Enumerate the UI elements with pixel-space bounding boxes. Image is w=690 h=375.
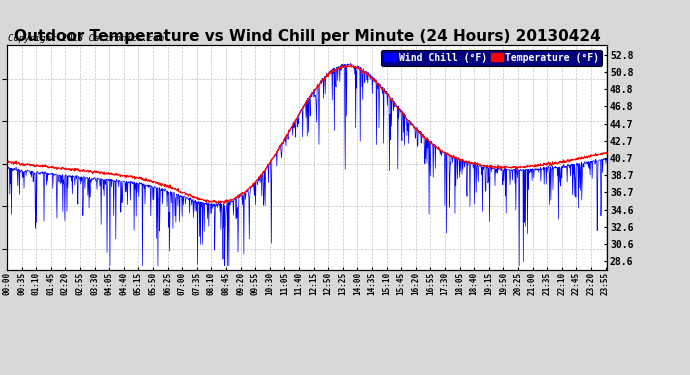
Legend: Wind Chill (°F), Temperature (°F): Wind Chill (°F), Temperature (°F): [382, 50, 602, 66]
Title: Outdoor Temperature vs Wind Chill per Minute (24 Hours) 20130424: Outdoor Temperature vs Wind Chill per Mi…: [14, 29, 600, 44]
Text: Copyright 2013 Cartronics.com: Copyright 2013 Cartronics.com: [8, 34, 164, 43]
